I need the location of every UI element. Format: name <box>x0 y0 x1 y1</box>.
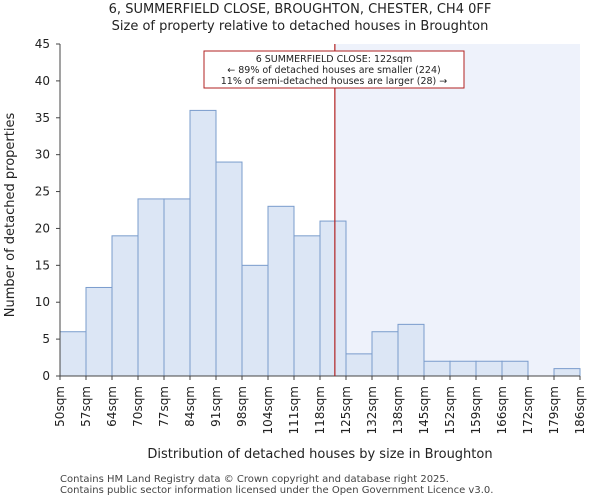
larger-region-shading <box>334 44 580 376</box>
x-tick-label: 125sqm <box>339 386 353 434</box>
y-tick-label: 25 <box>35 185 50 199</box>
x-tick-label: 50sqm <box>53 386 67 427</box>
x-tick-label: 179sqm <box>547 386 561 434</box>
histogram-bar <box>215 161 243 377</box>
x-tick-label: 152sqm <box>443 386 457 434</box>
histogram-bar <box>475 360 503 377</box>
footer-line-1: Contains HM Land Registry data © Crown c… <box>60 474 449 485</box>
y-tick-label: 10 <box>35 295 50 309</box>
chart-subtitle: Size of property relative to detached ho… <box>111 19 489 34</box>
annotation-line3: 11% of semi-detached houses are larger (… <box>221 76 448 87</box>
histogram-bar <box>501 360 529 377</box>
x-tick-label: 64sqm <box>105 386 119 427</box>
histogram-bar <box>189 109 217 377</box>
histogram-bar <box>163 198 191 377</box>
x-tick-label: 138sqm <box>391 386 405 434</box>
annotation-box <box>203 50 465 89</box>
x-tick-label: 132sqm <box>365 386 379 434</box>
histogram-bar <box>85 286 113 377</box>
histogram-bar <box>319 220 347 377</box>
x-tick-label: 104sqm <box>261 386 275 434</box>
annotation-line1: 6 SUMMERFIELD CLOSE: 122sqm <box>256 54 413 65</box>
histogram-bar <box>137 198 165 377</box>
histogram-bar <box>59 331 87 377</box>
histogram-bar <box>397 323 425 377</box>
y-tick-label: 0 <box>42 369 50 383</box>
x-tick-label: 118sqm <box>313 386 327 434</box>
y-tick-label: 45 <box>35 37 50 51</box>
y-tick-label: 35 <box>35 111 50 125</box>
x-tick-label: 77sqm <box>157 386 171 427</box>
chart-title: 6, SUMMERFIELD CLOSE, BROUGHTON, CHESTER… <box>108 2 492 17</box>
x-tick-label: 172sqm <box>521 386 535 434</box>
y-tick-label: 5 <box>42 332 50 346</box>
y-tick-label: 20 <box>35 221 50 235</box>
histogram-bar <box>293 235 321 377</box>
x-tick-label: 145sqm <box>417 386 431 434</box>
x-tick-label: 57sqm <box>79 386 93 427</box>
x-axis-title: Distribution of detached houses by size … <box>147 447 492 462</box>
histogram-bar <box>553 368 581 377</box>
x-tick-label: 70sqm <box>131 386 145 427</box>
x-tick-label: 84sqm <box>183 386 197 427</box>
x-tick-label: 91sqm <box>209 386 223 427</box>
footer-line-2: Contains public sector information licen… <box>60 485 494 496</box>
x-tick-label: 159sqm <box>469 386 483 434</box>
x-tick-label: 98sqm <box>235 386 249 427</box>
histogram-bar <box>241 264 269 377</box>
x-tick-label: 166sqm <box>495 386 509 434</box>
histogram-bar <box>111 235 139 377</box>
annotation-line2: ← 89% of detached houses are smaller (22… <box>227 65 440 76</box>
x-tick-label: 186sqm <box>573 386 587 434</box>
y-tick-label: 15 <box>35 258 50 272</box>
y-tick-label: 40 <box>35 74 50 88</box>
y-tick-label: 30 <box>35 148 50 162</box>
histogram-bar <box>423 360 451 377</box>
y-axis-title: Number of detached properties <box>3 113 18 318</box>
histogram-bar <box>449 360 477 377</box>
histogram-bar <box>371 331 399 377</box>
histogram-bar <box>345 353 373 377</box>
x-tick-label: 111sqm <box>287 386 301 434</box>
histogram-bar <box>267 205 295 377</box>
